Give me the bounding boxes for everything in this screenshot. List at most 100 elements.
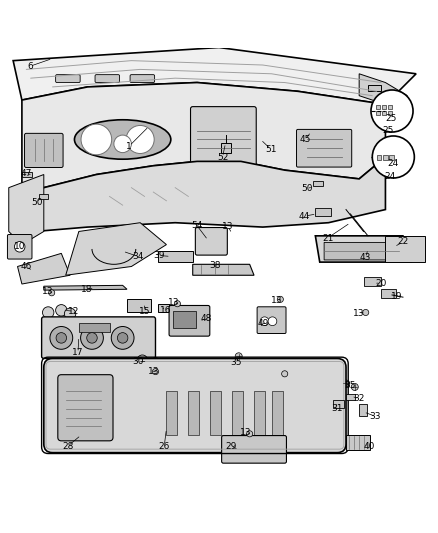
Circle shape: [152, 368, 159, 375]
Circle shape: [247, 431, 253, 437]
Bar: [377, 155, 381, 160]
FancyBboxPatch shape: [191, 107, 256, 168]
Text: 12: 12: [68, 306, 79, 316]
Polygon shape: [158, 251, 193, 262]
Circle shape: [260, 317, 269, 326]
Circle shape: [268, 317, 277, 326]
Text: 33: 33: [370, 412, 381, 421]
Text: 25: 25: [385, 114, 397, 123]
FancyBboxPatch shape: [56, 75, 80, 83]
Text: 17: 17: [72, 348, 84, 357]
Text: 47: 47: [21, 169, 32, 177]
Bar: [382, 106, 386, 109]
Text: 18: 18: [81, 285, 92, 294]
Circle shape: [174, 301, 180, 307]
Bar: [272, 391, 283, 435]
Circle shape: [111, 327, 134, 349]
Circle shape: [42, 307, 54, 318]
Bar: [389, 155, 394, 160]
Circle shape: [56, 333, 67, 343]
Text: 50: 50: [32, 198, 43, 207]
Bar: [333, 400, 344, 408]
Bar: [79, 322, 110, 332]
Text: 15: 15: [139, 306, 150, 316]
FancyBboxPatch shape: [25, 133, 63, 167]
Text: 26: 26: [159, 441, 170, 450]
Text: 21: 21: [322, 233, 333, 243]
Circle shape: [50, 327, 73, 349]
Text: 28: 28: [62, 441, 74, 450]
Circle shape: [49, 290, 55, 296]
Text: 31: 31: [332, 405, 343, 414]
Text: 46: 46: [21, 262, 32, 271]
FancyBboxPatch shape: [7, 235, 32, 259]
Circle shape: [371, 90, 413, 132]
Bar: [39, 194, 48, 199]
Text: 24: 24: [387, 159, 399, 168]
Circle shape: [14, 241, 25, 252]
Polygon shape: [13, 47, 416, 104]
Circle shape: [363, 310, 369, 316]
Bar: [210, 391, 221, 435]
Circle shape: [351, 383, 358, 391]
Bar: [376, 110, 380, 115]
Circle shape: [137, 355, 148, 366]
Circle shape: [117, 333, 128, 343]
Text: 13: 13: [353, 309, 365, 318]
Text: 43: 43: [360, 253, 371, 262]
Polygon shape: [385, 236, 425, 262]
Text: 49: 49: [257, 319, 268, 328]
Text: 30: 30: [132, 358, 144, 367]
Bar: [221, 143, 231, 152]
Bar: [188, 391, 199, 435]
Circle shape: [277, 296, 283, 302]
Bar: [22, 172, 32, 177]
Bar: [346, 393, 355, 400]
Circle shape: [81, 124, 112, 155]
Text: 40: 40: [364, 441, 375, 450]
FancyBboxPatch shape: [42, 317, 155, 359]
Text: 13: 13: [222, 222, 233, 231]
Text: 39: 39: [153, 251, 165, 260]
Text: 38: 38: [210, 261, 221, 270]
Circle shape: [235, 353, 242, 360]
FancyBboxPatch shape: [222, 435, 286, 463]
Bar: [383, 155, 388, 160]
Text: 19: 19: [391, 292, 402, 301]
Ellipse shape: [74, 120, 171, 159]
Polygon shape: [44, 285, 127, 290]
Bar: [364, 278, 381, 286]
Bar: [158, 304, 169, 312]
FancyBboxPatch shape: [297, 130, 352, 167]
Text: 13: 13: [271, 296, 283, 305]
FancyBboxPatch shape: [257, 307, 286, 334]
Polygon shape: [359, 74, 407, 104]
Circle shape: [126, 125, 154, 154]
Bar: [173, 311, 196, 328]
Circle shape: [56, 304, 67, 316]
Bar: [254, 391, 265, 435]
Circle shape: [114, 135, 131, 152]
Polygon shape: [66, 223, 166, 275]
Circle shape: [87, 333, 97, 343]
Bar: [382, 110, 386, 115]
Text: 10: 10: [14, 243, 25, 251]
Circle shape: [343, 380, 350, 387]
Text: 45: 45: [300, 135, 311, 144]
Text: 24: 24: [384, 172, 396, 181]
Text: 34: 34: [132, 252, 144, 261]
Bar: [127, 300, 151, 312]
Text: 1: 1: [126, 142, 132, 150]
FancyBboxPatch shape: [169, 305, 210, 336]
FancyBboxPatch shape: [58, 375, 113, 441]
FancyBboxPatch shape: [95, 75, 120, 83]
Text: 44: 44: [299, 212, 310, 221]
Circle shape: [282, 371, 288, 377]
Bar: [166, 391, 177, 435]
Text: 52: 52: [217, 152, 228, 161]
Polygon shape: [18, 253, 70, 284]
Bar: [315, 208, 331, 216]
Circle shape: [150, 358, 161, 368]
Text: 35: 35: [345, 381, 356, 390]
Bar: [346, 435, 370, 450]
